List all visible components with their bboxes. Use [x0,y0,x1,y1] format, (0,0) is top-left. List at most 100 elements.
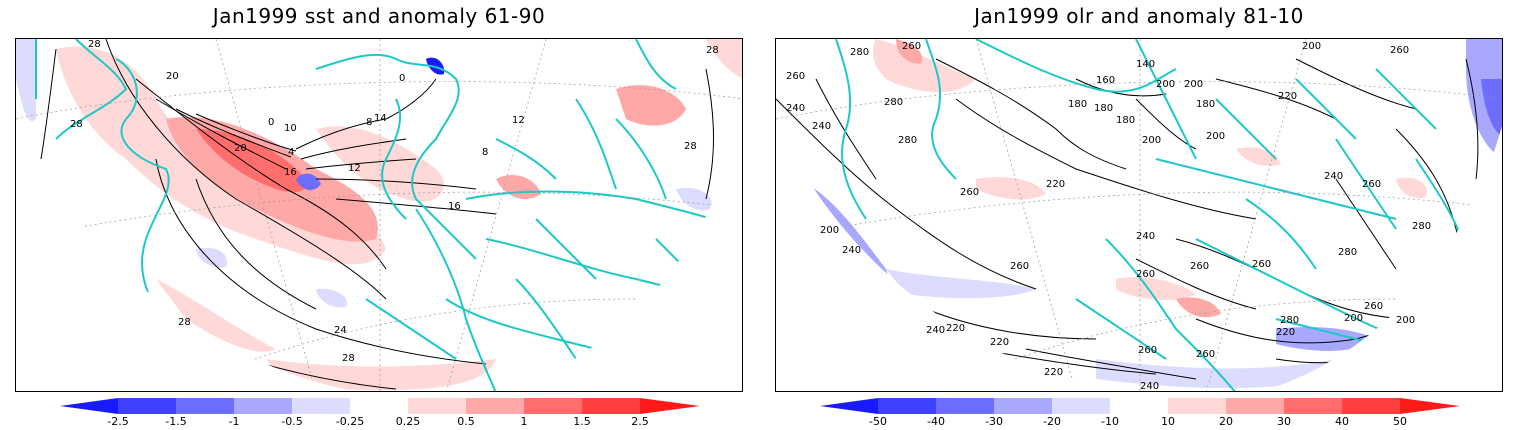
contour-label: 260 [1390,45,1409,56]
colorbar-tick: 2.5 [631,415,649,428]
contour-label: 220 [946,323,965,334]
contour-label: 240 [1140,381,1159,392]
colorbar-swatch [408,398,466,414]
left-panel-title: Jan1999 sst and anomaly 61-90 [212,4,546,28]
colorbar-arrow-left [60,398,118,414]
colorbar-arrow-right [640,398,700,414]
contour-label: 28 [70,119,83,130]
colorbar-tick: 0.25 [395,415,421,428]
colorbar-swatch [1342,398,1400,414]
contour-label: 280 [1338,247,1357,258]
contour-label: 200 [1156,79,1175,90]
contour-label: 260 [1364,301,1383,312]
contour-label: 220 [1046,179,1065,190]
contour-label: 180 [1196,99,1215,110]
contour-label: 12 [348,163,361,174]
contour-label: 200 [1344,313,1363,324]
colorbar-swatch [1226,398,1284,414]
colorbar-swatch [582,398,640,414]
left-colorbar [60,398,700,414]
contour-label: 220 [1276,327,1295,338]
colorbar-tick: 40 [1335,415,1349,428]
contour-label: 260 [1136,269,1155,280]
colorbar-tick: -30 [985,415,1003,428]
colorbar-swatch [936,398,994,414]
colorbar-tick: -1 [228,415,240,428]
contour-label: 28 [342,353,355,364]
contour-label: 280 [850,47,869,58]
colorbar-tick: 20 [1219,415,1233,428]
contour-label: 240 [842,245,861,256]
left-map: 28 28 20 20 0 0 10 14 8 4 16 12 8 16 12 … [15,38,743,392]
contour-label: 28 [88,39,101,50]
contour-label: 12 [512,115,525,126]
colorbar-tick: 30 [1277,415,1291,428]
colorbar-arrow-left [820,398,878,414]
colorbar-swatch [466,398,524,414]
contour-label: 20 [234,143,247,154]
colorbar-swatch [176,398,234,414]
contour-label: 20 [166,71,179,82]
contour-label: 280 [884,97,903,108]
contour-label: 0 [399,73,405,84]
colorbar-tick: 1.5 [573,415,591,428]
contour-label: 260 [1190,261,1209,272]
contour-label: 0 [268,117,274,128]
contour-label: 240 [812,121,831,132]
right-contour-labels: 280 260 260 160 140 180 180 200 200 180 … [786,41,1431,392]
colorbar-tick: 0.5 [457,415,475,428]
colorbar-swatch [878,398,936,414]
contour-label: 180 [1068,99,1087,110]
contour-label: 220 [1044,367,1063,378]
colorbar-swatch [118,398,176,414]
contour-label: 16 [448,201,461,212]
contour-label: 200 [1302,41,1321,52]
contour-label: 200 [1184,79,1203,90]
colorbar-tick: 10 [1161,415,1175,428]
contour-label: 260 [1010,261,1029,272]
colorbar-tick: -1.5 [165,415,187,428]
left-contours [40,39,714,390]
right-map: 280 260 260 160 140 180 180 200 200 180 … [775,38,1503,392]
colorbar-tick: 1 [520,415,528,428]
contour-label: 260 [1252,259,1271,270]
contour-label: 200 [1142,135,1161,146]
colorbar-tick: -50 [869,415,887,428]
contour-label: 260 [1196,349,1215,360]
contour-label: 280 [898,135,917,146]
contour-label: 16 [284,167,297,178]
colorbar-tick: -40 [927,415,945,428]
contour-label: 240 [926,325,945,336]
contour-label: 180 [1116,115,1135,126]
colorbar-swatch [1052,398,1110,414]
contour-label: 200 [1206,131,1225,142]
colorbar-tick: 50 [1393,415,1407,428]
colorbar-tick: -0.5 [281,415,303,428]
colorbar-tick: -2.5 [107,415,129,428]
contour-label: 180 [1094,103,1113,114]
contour-label: 28 [706,45,719,56]
contour-label: 28 [178,317,191,328]
right-hemisphere-mask [776,119,1116,391]
contour-label: 10 [284,123,297,134]
colorbar-swatch [234,398,292,414]
left-hemisphere-mask [16,119,356,391]
contour-label: 260 [1362,179,1381,190]
contour-label: 280 [1412,221,1431,232]
colorbar-swatch [1110,398,1168,414]
colorbar-swatch [994,398,1052,414]
contour-label: 28 [684,141,697,152]
contour-label: 8 [482,147,488,158]
contour-label: 8 [366,117,372,128]
contour-label: 140 [1136,59,1155,70]
right-hemisphere-mask-right [1262,125,1502,391]
right-map-canvas: 280 260 260 160 140 180 180 200 200 180 … [776,39,1502,392]
contour-label: 220 [1278,91,1297,102]
right-panel-title: Jan1999 olr and anomaly 81-10 [974,4,1304,28]
colorbar-arrow-right [1400,398,1460,414]
contour-label: 200 [820,225,839,236]
colorbar-tick: -10 [1101,415,1119,428]
contour-label: 24 [334,325,347,336]
colorbar-swatch [1168,398,1226,414]
colorbar-tick: -0.25 [335,415,365,428]
